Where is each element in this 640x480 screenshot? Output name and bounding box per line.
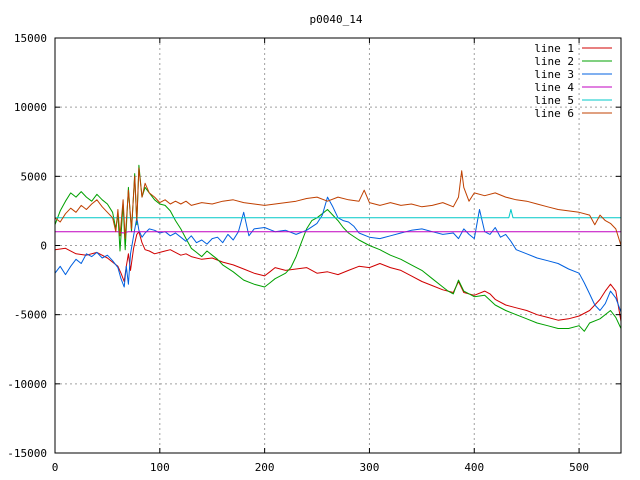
legend-label: line 4 <box>534 81 574 94</box>
y-tick-label: -15000 <box>7 447 47 460</box>
y-tick-label: 10000 <box>14 101 47 114</box>
x-tick-label: 100 <box>150 461 170 474</box>
x-tick-label: 0 <box>52 461 59 474</box>
x-tick-label: 500 <box>569 461 589 474</box>
x-tick-label: 300 <box>360 461 380 474</box>
grid <box>55 38 621 453</box>
y-tick-label: 15000 <box>14 32 47 45</box>
legend-label: line 2 <box>534 55 574 68</box>
series-line-5 <box>55 209 621 219</box>
axis-ticks: 0 100 200 300 400 500 -15000 -10000 -5000 0 5000 10… <box>7 32 621 474</box>
series-group <box>54 164 622 332</box>
series-line-1 <box>54 231 622 322</box>
legend-label: line 6 <box>534 107 574 120</box>
series-line-2 <box>54 164 622 332</box>
legend-label: line 5 <box>534 94 574 107</box>
x-tick-label: 200 <box>255 461 275 474</box>
x-tick-label: 400 <box>464 461 484 474</box>
legend-label: line 3 <box>534 68 574 81</box>
legend-label: line 1 <box>534 42 574 55</box>
series-line-6 <box>54 167 622 246</box>
y-tick-label: -10000 <box>7 378 47 391</box>
y-tick-label: 5000 <box>21 170 48 183</box>
y-tick-label: 0 <box>40 240 47 253</box>
y-tick-label: -5000 <box>14 309 47 322</box>
chart-title: p0040_14 <box>310 13 363 26</box>
series-line-3 <box>54 196 622 313</box>
